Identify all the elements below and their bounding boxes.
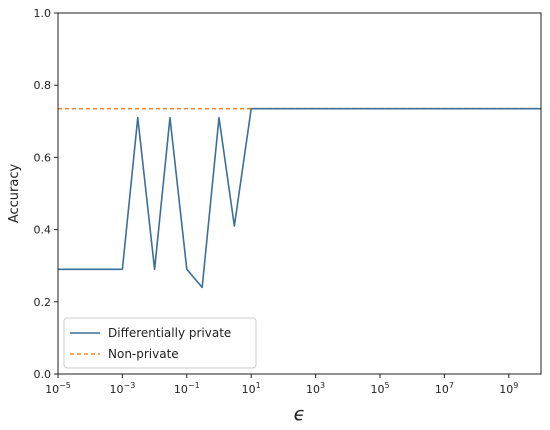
x-tick-label: 10−5 bbox=[45, 381, 71, 396]
x-tick-label: 103 bbox=[306, 381, 325, 396]
legend: Differentially private Non-private bbox=[63, 317, 257, 369]
y-tick-label: 0.4 bbox=[34, 224, 52, 237]
y-tick-label: 0.0 bbox=[34, 368, 52, 381]
y-tick-label: 0.2 bbox=[34, 296, 52, 309]
x-tick-label: 109 bbox=[499, 381, 518, 396]
series-line-differentially-private bbox=[58, 107, 541, 289]
plot-marks bbox=[58, 107, 541, 289]
y-axis: 0.0 0.2 0.4 0.6 0.8 1.0 bbox=[34, 7, 58, 381]
x-tick-label: 105 bbox=[370, 381, 389, 396]
y-axis-label: Accuracy bbox=[7, 164, 22, 224]
y-tick-label: 1.0 bbox=[34, 7, 52, 20]
x-axis: 10−5 10−3 10−1 101 103 105 107 109 bbox=[45, 374, 518, 396]
x-tick-label: 107 bbox=[435, 381, 454, 396]
y-tick-label: 0.6 bbox=[34, 151, 52, 164]
x-tick-label: 10−1 bbox=[174, 381, 200, 396]
x-tick-label: 101 bbox=[242, 381, 261, 396]
y-tick-label: 0.8 bbox=[34, 79, 52, 92]
x-tick-label: 10−3 bbox=[110, 381, 136, 396]
plot-frame bbox=[57, 12, 542, 375]
legend-label-non-private: Non-private bbox=[108, 347, 179, 361]
legend-label-differentially-private: Differentially private bbox=[108, 326, 231, 340]
legend-box bbox=[63, 317, 257, 369]
x-axis-label: ϵ bbox=[294, 403, 306, 425]
